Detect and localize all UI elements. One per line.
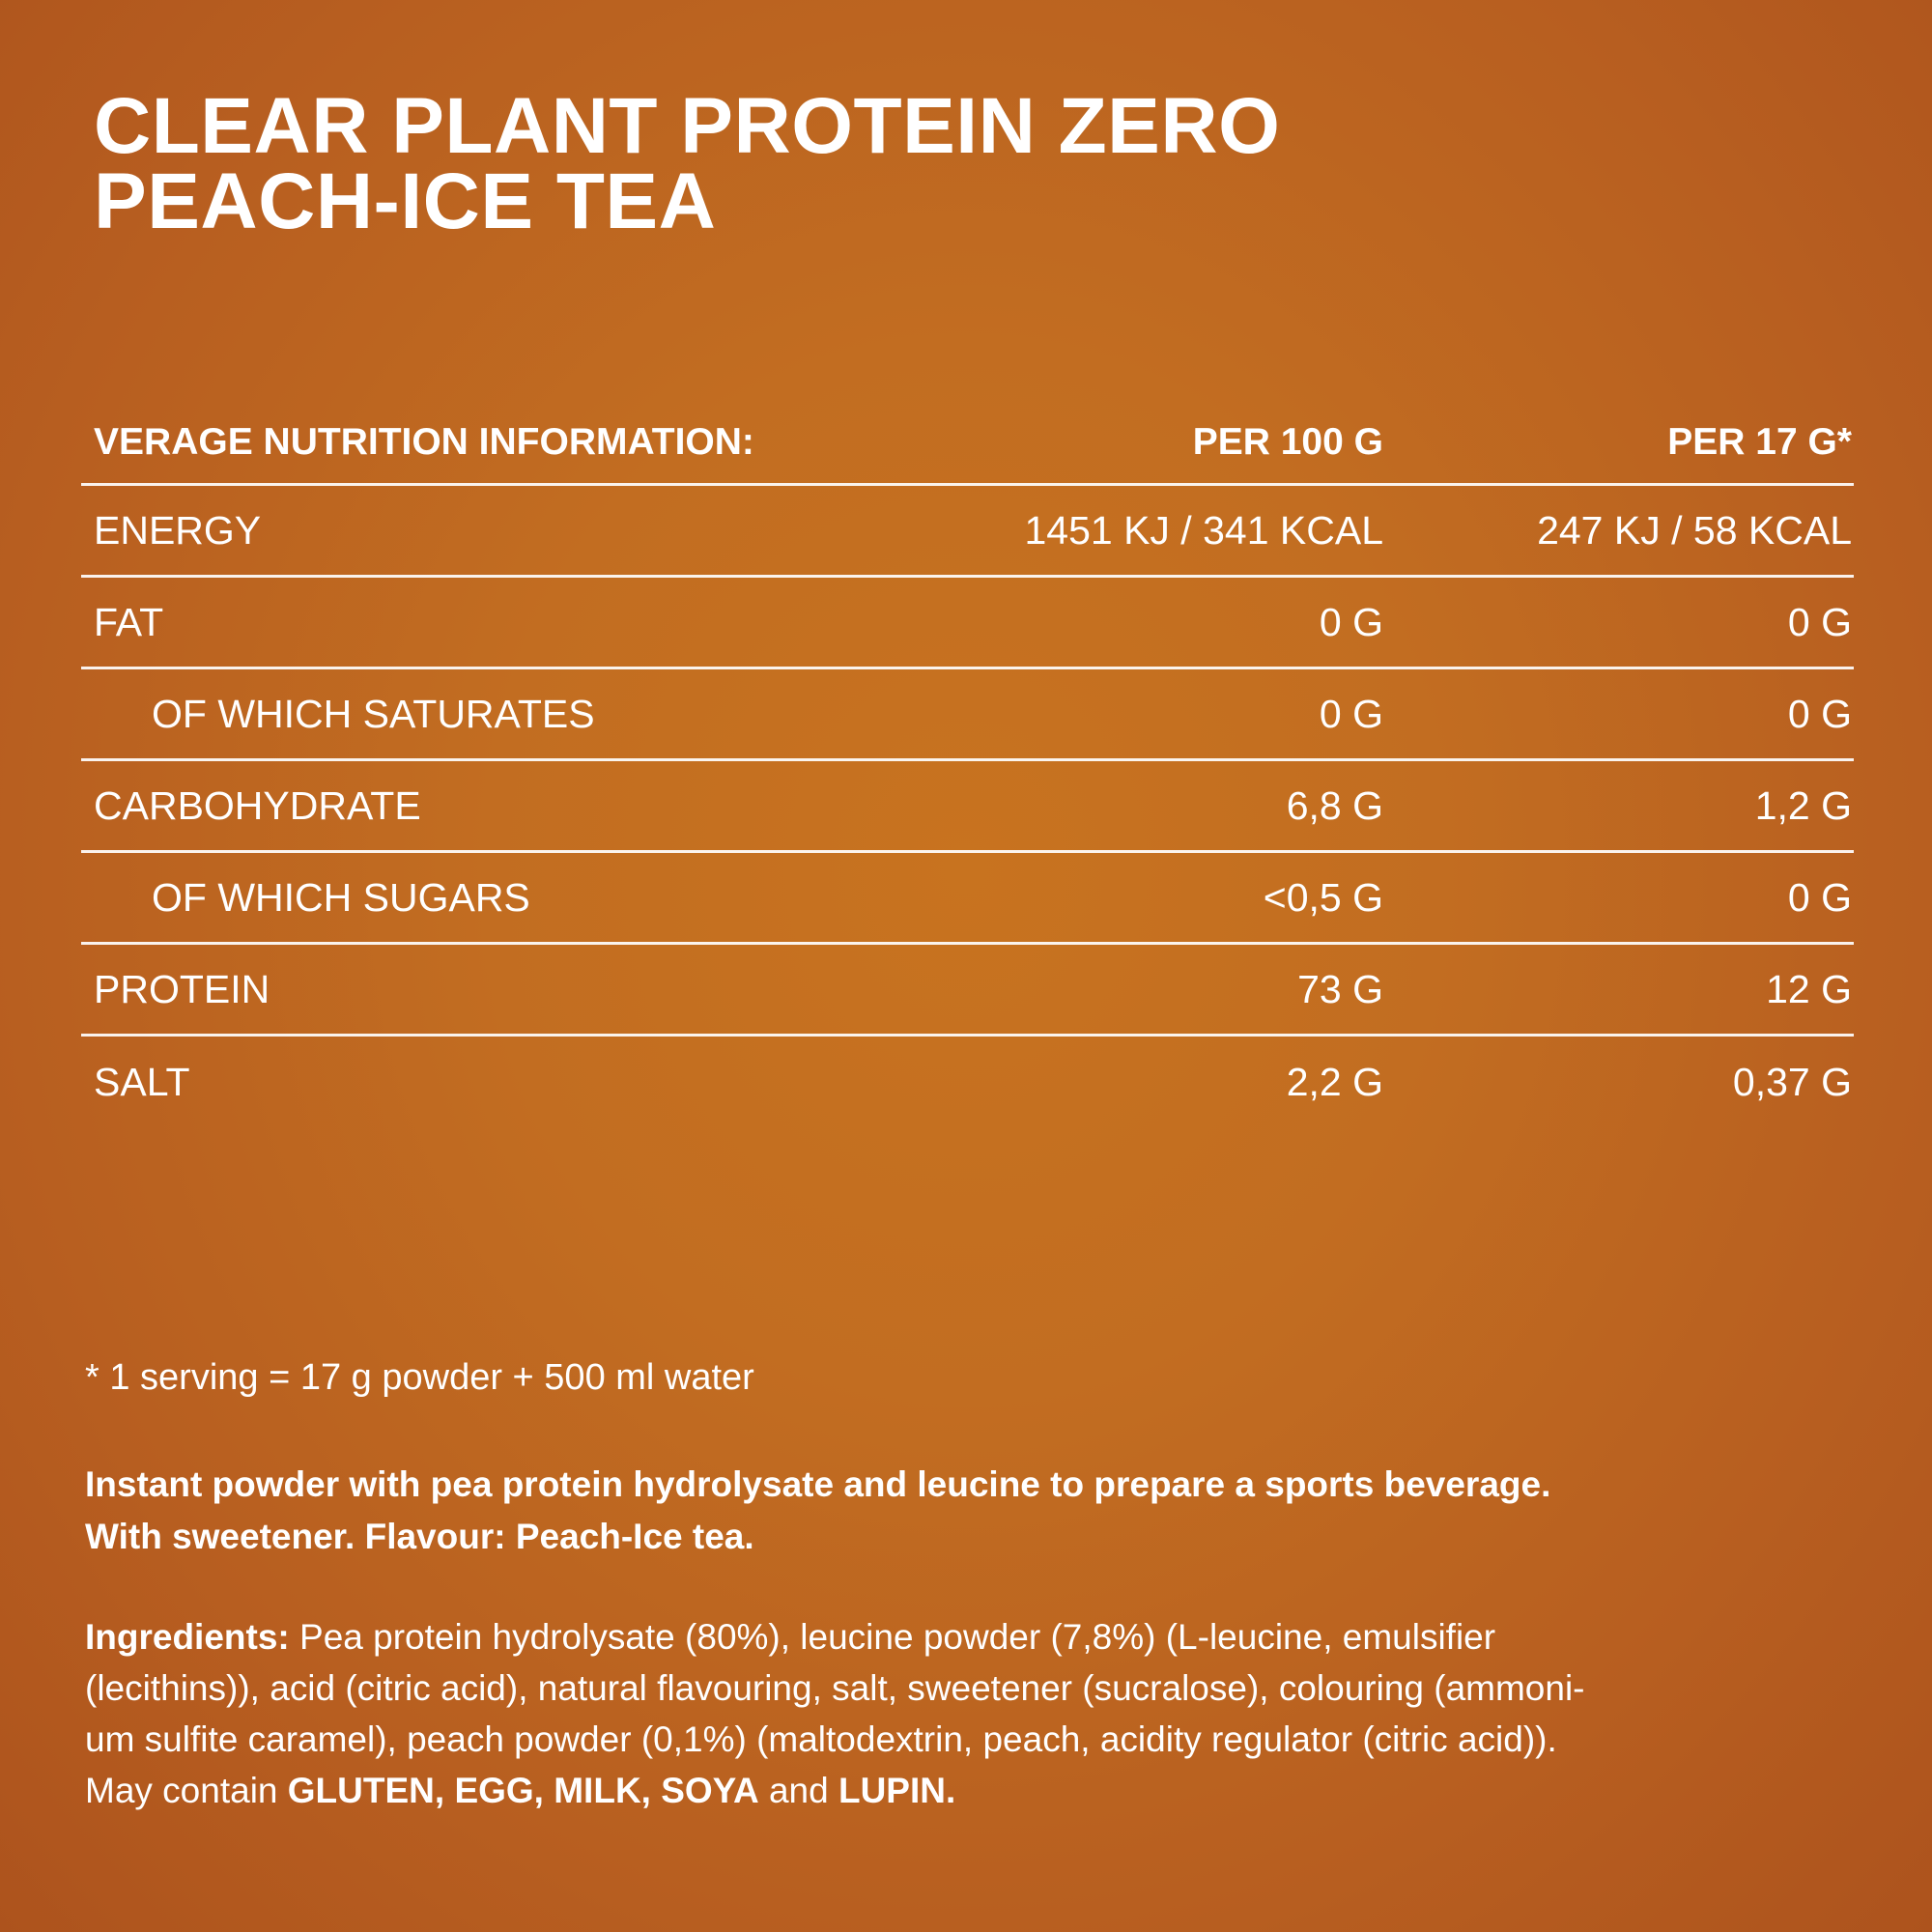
table-header-per-100g: PER 100 G	[1192, 420, 1383, 463]
table-row-fat: FAT 0 G 0 G	[81, 578, 1854, 669]
nutrition-table: VERAGE NUTRITION INFORMATION: PER 100 G …	[81, 401, 1854, 1128]
description-line-2: With sweetener. Flavour: Peach-Ice tea.	[85, 1517, 754, 1556]
row-per-serving: 12 G	[1766, 966, 1852, 1011]
product-title: CLEAR PLANT PROTEIN ZERO PEACH-ICE TEA	[94, 82, 1281, 245]
row-label: SALT	[94, 1060, 190, 1104]
ingredients-line-3: um sulfite caramel), peach powder (0,1%)…	[85, 1719, 1557, 1759]
description-line-1: Instant powder with pea protein hydrolys…	[85, 1464, 1551, 1504]
ingredients-heading: Ingredients:	[85, 1617, 290, 1657]
table-row-saturates: OF WHICH SATURATES 0 G 0 G	[81, 669, 1854, 761]
row-per-serving: 0 G	[1787, 599, 1852, 644]
row-per-100g: 6,8 G	[1286, 782, 1383, 828]
serving-footnote: * 1 serving = 17 g powder + 500 ml water	[85, 1357, 754, 1398]
row-label: OF WHICH SUGARS	[152, 874, 530, 920]
may-contain-text: May contain	[85, 1771, 288, 1810]
allergen-and: and	[758, 1771, 838, 1810]
row-per-100g: 0 G	[1319, 599, 1383, 644]
table-row-salt: SALT 2,2 G 0,37 G	[81, 1037, 1854, 1128]
allergen-line: May contain GLUTEN, EGG, MILK, SOYA and …	[85, 1765, 1843, 1816]
table-header-label: VERAGE NUTRITION INFORMATION:	[94, 420, 754, 463]
table-header-row: VERAGE NUTRITION INFORMATION: PER 100 G …	[81, 401, 1854, 486]
row-per-serving: 1,2 G	[1754, 782, 1852, 828]
row-per-100g: 0 G	[1319, 691, 1383, 736]
table-row-protein: PROTEIN 73 G 12 G	[81, 945, 1854, 1037]
table-row-carbohydrate: CARBOHYDRATE 6,8 G 1,2 G	[81, 761, 1854, 853]
product-title-line-1: CLEAR PLANT PROTEIN ZERO	[94, 82, 1281, 170]
row-label: OF WHICH SATURATES	[152, 691, 595, 736]
ingredients-line-1-text: Pea protein hydrolysate (80%), leucine p…	[289, 1617, 1496, 1657]
row-per-100g: 2,2 G	[1286, 1060, 1383, 1104]
table-header-per-serving: PER 17 G*	[1667, 420, 1852, 463]
row-label: ENERGY	[94, 507, 262, 553]
allergen-lupin: LUPIN.	[838, 1771, 956, 1810]
row-per-serving: 0 G	[1787, 874, 1852, 920]
ingredients-line-2: (lecithins)), acid (citric acid), natura…	[85, 1668, 1585, 1708]
row-per-100g: 73 G	[1297, 966, 1383, 1011]
row-per-serving: 0 G	[1787, 691, 1852, 736]
row-label: FAT	[94, 599, 164, 644]
row-label: CARBOHYDRATE	[94, 782, 421, 828]
ingredients-text: Ingredients: Pea protein hydrolysate (80…	[85, 1611, 1843, 1816]
row-per-100g: <0,5 G	[1263, 874, 1383, 920]
row-per-serving: 247 KJ / 58 KCAL	[1537, 507, 1852, 553]
row-label: PROTEIN	[94, 966, 270, 1011]
product-description: Instant powder with pea protein hydrolys…	[85, 1459, 1824, 1563]
row-per-100g: 1451 KJ / 341 KCAL	[1024, 507, 1383, 553]
ingredients-line-1: Ingredients: Pea protein hydrolysate (80…	[85, 1611, 1843, 1662]
table-row-energy: ENERGY 1451 KJ / 341 KCAL 247 KJ / 58 KC…	[81, 486, 1854, 578]
table-row-sugars: OF WHICH SUGARS <0,5 G 0 G	[81, 853, 1854, 945]
allergen-list: GLUTEN, EGG, MILK, SOYA	[287, 1771, 759, 1810]
product-title-line-2: PEACH-ICE TEA	[94, 157, 717, 245]
row-per-serving: 0,37 G	[1732, 1060, 1852, 1104]
